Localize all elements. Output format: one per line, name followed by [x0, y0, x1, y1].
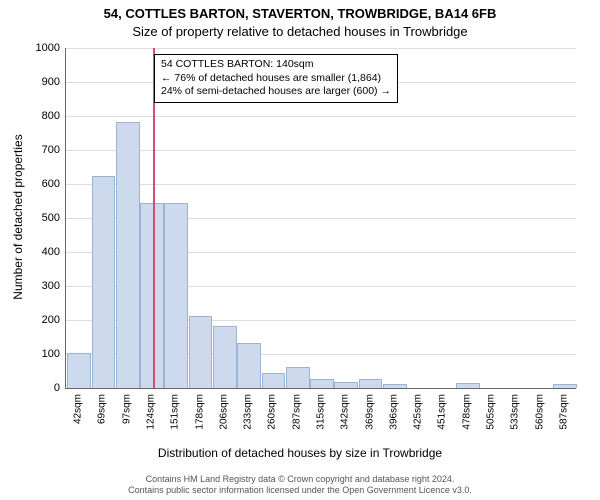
bar [359, 379, 383, 389]
x-tick-label: 533sqm [510, 394, 521, 430]
bar [286, 367, 310, 388]
bar [262, 373, 286, 388]
chart-container: 54, COTTLES BARTON, STAVERTON, TROWBRIDG… [0, 0, 600, 500]
footer-line-1: Contains HM Land Registry data © Crown c… [0, 474, 600, 485]
gridline [66, 184, 576, 185]
x-tick-label: 505sqm [486, 394, 497, 430]
x-tick-label: 287sqm [291, 394, 302, 430]
y-tick-label: 600 [42, 178, 60, 190]
y-tick-label: 1000 [36, 42, 60, 54]
y-tick-label: 900 [42, 76, 60, 88]
callout-line-1: 54 COTTLES BARTON: 140sqm [161, 58, 391, 72]
x-tick-label: 587sqm [558, 394, 569, 430]
x-tick-label: 369sqm [364, 394, 375, 430]
x-tick-label: 260sqm [267, 394, 278, 430]
bar [140, 203, 164, 388]
y-tick-label: 700 [42, 144, 60, 156]
x-tick-label: 42sqm [73, 394, 84, 424]
bar [237, 343, 261, 388]
bar [310, 379, 334, 389]
bar [116, 122, 140, 388]
y-tick-label: 200 [42, 314, 60, 326]
bar [189, 316, 213, 388]
gridline [66, 150, 576, 151]
x-tick-label: 124sqm [146, 394, 157, 430]
bar [456, 383, 480, 388]
x-tick-label: 315sqm [316, 394, 327, 430]
footer-line-2: Contains public sector information licen… [0, 485, 600, 496]
bar [164, 203, 188, 388]
x-axis-label: Distribution of detached houses by size … [0, 446, 600, 460]
x-tick-label: 233sqm [243, 394, 254, 430]
title-line-2: Size of property relative to detached ho… [0, 24, 600, 39]
gridline [66, 48, 576, 49]
bar [92, 176, 116, 388]
y-axis-label: Number of detached properties [11, 117, 25, 317]
callout-line-3: 24% of semi-detached houses are larger (… [161, 85, 391, 99]
footer: Contains HM Land Registry data © Crown c… [0, 474, 600, 497]
x-tick-label: 478sqm [461, 394, 472, 430]
bar [553, 384, 577, 388]
callout-line-2: ← 76% of detached houses are smaller (1,… [161, 72, 391, 86]
y-tick-label: 0 [54, 382, 60, 394]
y-tick-label: 400 [42, 246, 60, 258]
x-tick-label: 97sqm [121, 394, 132, 424]
x-tick-label: 396sqm [388, 394, 399, 430]
bar [383, 384, 407, 388]
x-tick-label: 425sqm [413, 394, 424, 430]
gridline [66, 116, 576, 117]
plot-area: 0100200300400500600700800900100042sqm69s… [65, 48, 576, 389]
y-tick-label: 800 [42, 110, 60, 122]
x-tick-label: 342sqm [340, 394, 351, 430]
y-tick-label: 100 [42, 348, 60, 360]
x-tick-label: 69sqm [97, 394, 108, 424]
x-tick-label: 560sqm [534, 394, 545, 430]
bar [67, 353, 91, 388]
x-tick-label: 178sqm [194, 394, 205, 430]
x-tick-label: 151sqm [170, 394, 181, 430]
bar [334, 382, 358, 388]
y-tick-label: 500 [42, 212, 60, 224]
bar [213, 326, 237, 388]
x-tick-label: 451sqm [437, 394, 448, 430]
x-tick-label: 206sqm [218, 394, 229, 430]
title-line-1: 54, COTTLES BARTON, STAVERTON, TROWBRIDG… [0, 6, 600, 21]
callout-box: 54 COTTLES BARTON: 140sqm ← 76% of detac… [154, 54, 398, 103]
y-tick-label: 300 [42, 280, 60, 292]
